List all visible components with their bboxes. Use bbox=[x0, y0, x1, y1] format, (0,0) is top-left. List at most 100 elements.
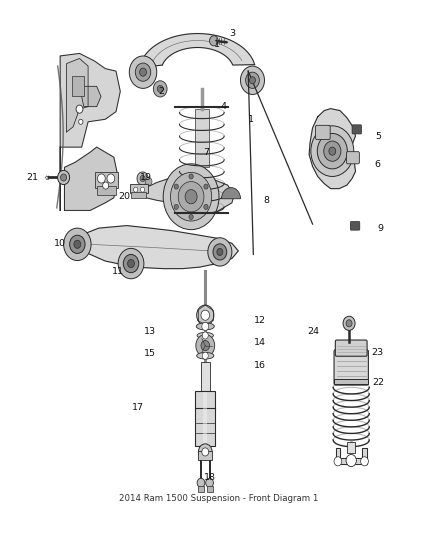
Polygon shape bbox=[140, 34, 254, 68]
Text: 6: 6 bbox=[375, 160, 381, 169]
Circle shape bbox=[246, 72, 259, 88]
FancyBboxPatch shape bbox=[195, 391, 215, 446]
FancyBboxPatch shape bbox=[352, 125, 361, 134]
Text: 19: 19 bbox=[140, 173, 152, 182]
FancyBboxPatch shape bbox=[72, 76, 84, 96]
Circle shape bbox=[240, 66, 265, 94]
Polygon shape bbox=[64, 147, 118, 211]
Circle shape bbox=[178, 182, 204, 212]
Circle shape bbox=[74, 240, 81, 248]
Circle shape bbox=[208, 238, 232, 266]
Text: 17: 17 bbox=[131, 403, 143, 413]
Circle shape bbox=[64, 228, 91, 261]
Text: 14: 14 bbox=[254, 338, 266, 347]
Polygon shape bbox=[336, 448, 367, 464]
Circle shape bbox=[198, 444, 212, 460]
Text: 15: 15 bbox=[145, 349, 156, 358]
Polygon shape bbox=[67, 59, 88, 132]
Circle shape bbox=[317, 133, 347, 169]
Circle shape bbox=[107, 174, 115, 183]
Ellipse shape bbox=[197, 333, 213, 338]
Circle shape bbox=[206, 478, 213, 487]
Circle shape bbox=[343, 316, 355, 330]
Circle shape bbox=[346, 320, 352, 327]
Circle shape bbox=[170, 173, 212, 221]
Text: 16: 16 bbox=[254, 361, 266, 370]
Circle shape bbox=[202, 322, 208, 330]
Text: 23: 23 bbox=[372, 348, 384, 357]
Text: 7: 7 bbox=[203, 148, 209, 157]
Circle shape bbox=[250, 77, 255, 84]
Circle shape bbox=[204, 184, 208, 189]
FancyBboxPatch shape bbox=[130, 183, 148, 193]
FancyBboxPatch shape bbox=[194, 109, 209, 167]
Circle shape bbox=[196, 335, 215, 357]
Circle shape bbox=[134, 187, 138, 192]
Text: 3: 3 bbox=[229, 29, 235, 38]
Ellipse shape bbox=[196, 323, 214, 330]
Text: 12: 12 bbox=[254, 316, 266, 325]
FancyBboxPatch shape bbox=[207, 486, 212, 492]
Circle shape bbox=[201, 341, 209, 351]
Circle shape bbox=[346, 455, 357, 466]
Text: 2014 Ram 1500 Suspension - Front Diagram 1: 2014 Ram 1500 Suspension - Front Diagram… bbox=[119, 494, 319, 503]
FancyBboxPatch shape bbox=[198, 486, 204, 492]
Circle shape bbox=[98, 174, 105, 183]
Circle shape bbox=[135, 63, 151, 82]
Circle shape bbox=[129, 56, 157, 88]
FancyBboxPatch shape bbox=[131, 192, 146, 198]
Circle shape bbox=[140, 175, 145, 182]
Circle shape bbox=[60, 174, 67, 181]
Circle shape bbox=[201, 310, 209, 320]
Text: 2: 2 bbox=[158, 87, 164, 96]
Circle shape bbox=[141, 187, 145, 192]
Circle shape bbox=[311, 126, 354, 176]
Text: 10: 10 bbox=[54, 239, 66, 248]
Text: 1: 1 bbox=[248, 115, 254, 124]
Circle shape bbox=[189, 214, 193, 220]
Circle shape bbox=[204, 204, 208, 209]
Ellipse shape bbox=[197, 352, 214, 359]
Circle shape bbox=[157, 85, 163, 92]
Circle shape bbox=[76, 105, 83, 113]
Circle shape bbox=[202, 352, 208, 359]
Text: 9: 9 bbox=[377, 224, 383, 232]
Polygon shape bbox=[73, 225, 238, 269]
FancyBboxPatch shape bbox=[201, 362, 209, 393]
FancyBboxPatch shape bbox=[334, 350, 368, 385]
Circle shape bbox=[102, 182, 109, 189]
Text: 4: 4 bbox=[220, 102, 226, 111]
Text: 18: 18 bbox=[205, 473, 216, 482]
Circle shape bbox=[213, 244, 227, 260]
Text: 22: 22 bbox=[372, 378, 384, 387]
Text: 8: 8 bbox=[263, 196, 269, 205]
Circle shape bbox=[197, 305, 214, 325]
Circle shape bbox=[163, 164, 219, 230]
Circle shape bbox=[209, 36, 218, 46]
Text: 24: 24 bbox=[307, 327, 319, 336]
Circle shape bbox=[202, 448, 208, 456]
Text: 13: 13 bbox=[144, 327, 156, 336]
FancyBboxPatch shape bbox=[347, 442, 356, 454]
Circle shape bbox=[79, 119, 83, 124]
FancyBboxPatch shape bbox=[336, 340, 367, 356]
Circle shape bbox=[153, 81, 167, 97]
Circle shape bbox=[185, 190, 197, 204]
Circle shape bbox=[58, 171, 70, 184]
Wedge shape bbox=[222, 188, 240, 199]
FancyBboxPatch shape bbox=[350, 222, 360, 230]
Text: 20: 20 bbox=[119, 192, 131, 201]
Circle shape bbox=[137, 172, 148, 185]
FancyBboxPatch shape bbox=[95, 173, 118, 188]
Text: 21: 21 bbox=[26, 173, 38, 182]
Circle shape bbox=[140, 68, 146, 76]
Circle shape bbox=[145, 177, 152, 185]
FancyBboxPatch shape bbox=[203, 392, 207, 445]
FancyBboxPatch shape bbox=[315, 125, 330, 140]
Circle shape bbox=[174, 184, 178, 189]
Circle shape bbox=[174, 204, 178, 209]
Polygon shape bbox=[79, 86, 101, 107]
Text: 5: 5 bbox=[375, 133, 381, 141]
Text: 1: 1 bbox=[214, 41, 220, 50]
Text: 11: 11 bbox=[112, 266, 124, 276]
